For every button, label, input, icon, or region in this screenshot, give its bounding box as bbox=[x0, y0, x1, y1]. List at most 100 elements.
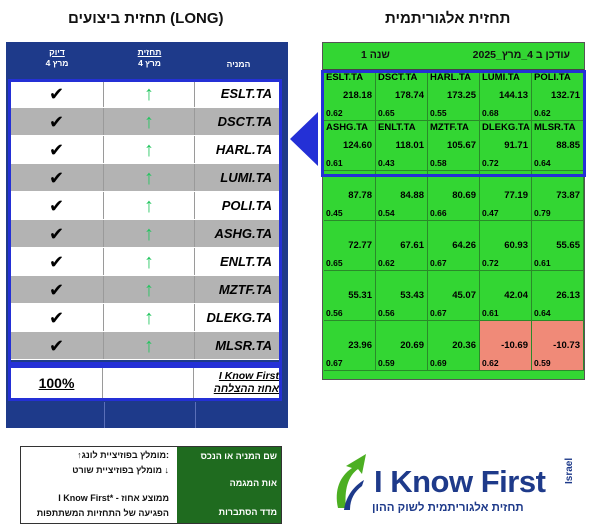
cell-signal: 60.93 bbox=[504, 240, 528, 251]
table-row: ✔ ↑ DSCT.TA bbox=[10, 108, 282, 136]
cell-signal: 132.71 bbox=[550, 90, 580, 101]
cell-ticker: ENLT.TA bbox=[378, 122, 416, 133]
forecast-cell: 42.04 0.61 bbox=[480, 271, 532, 321]
forecast-cell: 87.78 0.45 bbox=[324, 171, 376, 221]
cell-signal: 42.04 bbox=[504, 290, 528, 301]
cell-signal: 87.78 bbox=[348, 190, 372, 201]
pointer-arrow-icon bbox=[290, 112, 318, 166]
cell-probability: 0.45 bbox=[326, 208, 343, 218]
cell-signal: -10.69 bbox=[501, 340, 528, 351]
cell-ticker: ESLT.TA bbox=[326, 72, 364, 83]
forecast-cell: 20.69 0.59 bbox=[376, 321, 428, 371]
footer-divider bbox=[195, 402, 196, 428]
ticker-label: POLI.TA bbox=[221, 198, 272, 213]
up-arrow-icon: ↑ bbox=[104, 276, 195, 303]
cell-probability: 0.67 bbox=[430, 308, 447, 318]
cell-signal: 55.31 bbox=[348, 290, 372, 301]
forecast-cell: MZTF.TA 105.67 0.58 bbox=[428, 121, 480, 171]
accuracy-check-icon: ✔ bbox=[10, 108, 104, 135]
accuracy-check-icon: ✔ bbox=[10, 220, 104, 247]
forecast-cell: 72.77 0.65 bbox=[324, 221, 376, 271]
forecast-cell: HARL.TA 173.25 0.55 bbox=[428, 71, 480, 121]
ticker-label: MLSR.TA bbox=[215, 338, 272, 353]
forecast-cell: -10.73 0.59 bbox=[532, 321, 584, 371]
up-arrow-icon: ↑ bbox=[104, 248, 195, 275]
performance-rows: ✔ ↑ ESLT.TA ✔ ↑ DSCT.TA ✔ ↑ HARL.TA ✔ ↑ LUMI.TA ✔ ↑ PO… bbox=[10, 80, 282, 360]
cell-probability: 0.59 bbox=[534, 358, 551, 368]
table-row: ✔ ↑ POLI.TA bbox=[10, 192, 282, 220]
cell-probability: 0.65 bbox=[326, 258, 343, 268]
cell-signal: 178.74 bbox=[394, 90, 424, 101]
footer-divider bbox=[104, 402, 105, 428]
performance-table: דיוק 4 מרץ תחזית 4 מרץ המניה ✔ ↑ ESLT.TA ✔ ↑… bbox=[6, 42, 288, 428]
cell-signal: 45.07 bbox=[452, 290, 476, 301]
forecast-cell: 20.36 0.69 bbox=[428, 321, 480, 371]
table-row: ✔ ↑ ESLT.TA bbox=[10, 80, 282, 108]
ticker-label: DLEKG.TA bbox=[206, 310, 272, 325]
cell-probability: 0.62 bbox=[326, 108, 343, 118]
forecast-cell: ENLT.TA 118.01 0.43 bbox=[376, 121, 428, 171]
up-arrow-icon: ↑ bbox=[104, 304, 195, 331]
cell-ticker: LUMI.TA bbox=[482, 72, 520, 83]
cell-ticker: MLSR.TA bbox=[534, 122, 576, 133]
cell-probability: 0.66 bbox=[430, 208, 447, 218]
performance-title: תחזית ביצועים (LONG) bbox=[68, 10, 224, 27]
accuracy-check-icon: ✔ bbox=[10, 304, 104, 331]
forecast-cell: 45.07 0.67 bbox=[428, 271, 480, 321]
cell-signal: 88.85 bbox=[556, 140, 580, 151]
forecast-cell: 84.88 0.54 bbox=[376, 171, 428, 221]
forecast-cell: DLEKG.TA 91.71 0.72 bbox=[480, 121, 532, 171]
forecast-cell: DSCT.TA 178.74 0.65 bbox=[376, 71, 428, 121]
forecast-cell: -10.69 0.62 bbox=[480, 321, 532, 371]
cell-probability: 0.54 bbox=[378, 208, 395, 218]
cell-probability: 0.79 bbox=[534, 208, 551, 218]
accuracy-check-icon: ✔ bbox=[10, 192, 104, 219]
cell-probability: 0.68 bbox=[482, 108, 499, 118]
up-arrow-icon: ↑ bbox=[104, 108, 195, 135]
up-arrow-icon: ↑ bbox=[104, 220, 195, 247]
cell-probability: 0.72 bbox=[482, 158, 499, 168]
table-row: ✔ ↑ MZTF.TA bbox=[10, 276, 282, 304]
cell-probability: 0.67 bbox=[326, 358, 343, 368]
cell-probability: 0.58 bbox=[430, 158, 447, 168]
forecast-cell: 67.61 0.62 bbox=[376, 221, 428, 271]
cell-signal: 105.67 bbox=[446, 140, 476, 151]
update-date: עודכן ב 4_מרץ_2025 bbox=[472, 49, 570, 61]
forecast-cell: 60.93 0.72 bbox=[480, 221, 532, 271]
table-row: ✔ ↑ ENLT.TA bbox=[10, 248, 282, 276]
cell-ticker: POLI.TA bbox=[534, 72, 571, 83]
forecast-cell: ASHG.TA 124.60 0.61 bbox=[324, 121, 376, 171]
ticker-label: DSCT.TA bbox=[217, 114, 272, 129]
cell-probability: 0.67 bbox=[430, 258, 447, 268]
cell-signal: 80.69 bbox=[452, 190, 476, 201]
forecast-cell: 55.31 0.56 bbox=[324, 271, 376, 321]
cell-signal: -10.73 bbox=[553, 340, 580, 351]
cell-probability: 0.59 bbox=[378, 358, 395, 368]
cell-signal: 72.77 bbox=[348, 240, 372, 251]
cell-ticker: ASHG.TA bbox=[326, 122, 369, 133]
cell-probability: 0.72 bbox=[482, 258, 499, 268]
cell-signal: 77.19 bbox=[504, 190, 528, 201]
table-row: ✔ ↑ LUMI.TA bbox=[10, 164, 282, 192]
cell-signal: 64.26 bbox=[452, 240, 476, 251]
ticker-label: HARL.TA bbox=[215, 142, 272, 157]
forecast-cell: 23.96 0.67 bbox=[324, 321, 376, 371]
success-rate-value: 100% bbox=[11, 368, 103, 398]
forecast-cell: 55.65 0.61 bbox=[532, 221, 584, 271]
cell-probability: 0.55 bbox=[430, 108, 447, 118]
performance-header: דיוק 4 מרץ תחזית 4 מרץ המניה bbox=[6, 42, 288, 78]
cell-signal: 73.87 bbox=[556, 190, 580, 201]
cell-probability: 0.62 bbox=[534, 108, 551, 118]
success-rate-label: I Know First אחוז ההצלחה bbox=[213, 370, 279, 395]
cell-signal: 118.01 bbox=[395, 140, 424, 151]
success-rate-blank bbox=[103, 368, 194, 398]
iknowfirst-logo: I Know First Israel תחזית אלגוריתמית לשו… bbox=[332, 448, 582, 524]
ticker-label: ESLT.TA bbox=[220, 86, 272, 101]
legend-note-1: I Know First* - ממוצע אחוז bbox=[58, 493, 169, 503]
legend-trend-signal: אות המגמה bbox=[229, 478, 277, 488]
legend-probability: מדד הסתברות bbox=[218, 507, 277, 517]
cell-probability: 0.61 bbox=[534, 258, 551, 268]
forecast-cell: 73.87 0.79 bbox=[532, 171, 584, 221]
up-arrow-icon: ↑ bbox=[104, 80, 195, 107]
cell-ticker: HARL.TA bbox=[430, 72, 471, 83]
